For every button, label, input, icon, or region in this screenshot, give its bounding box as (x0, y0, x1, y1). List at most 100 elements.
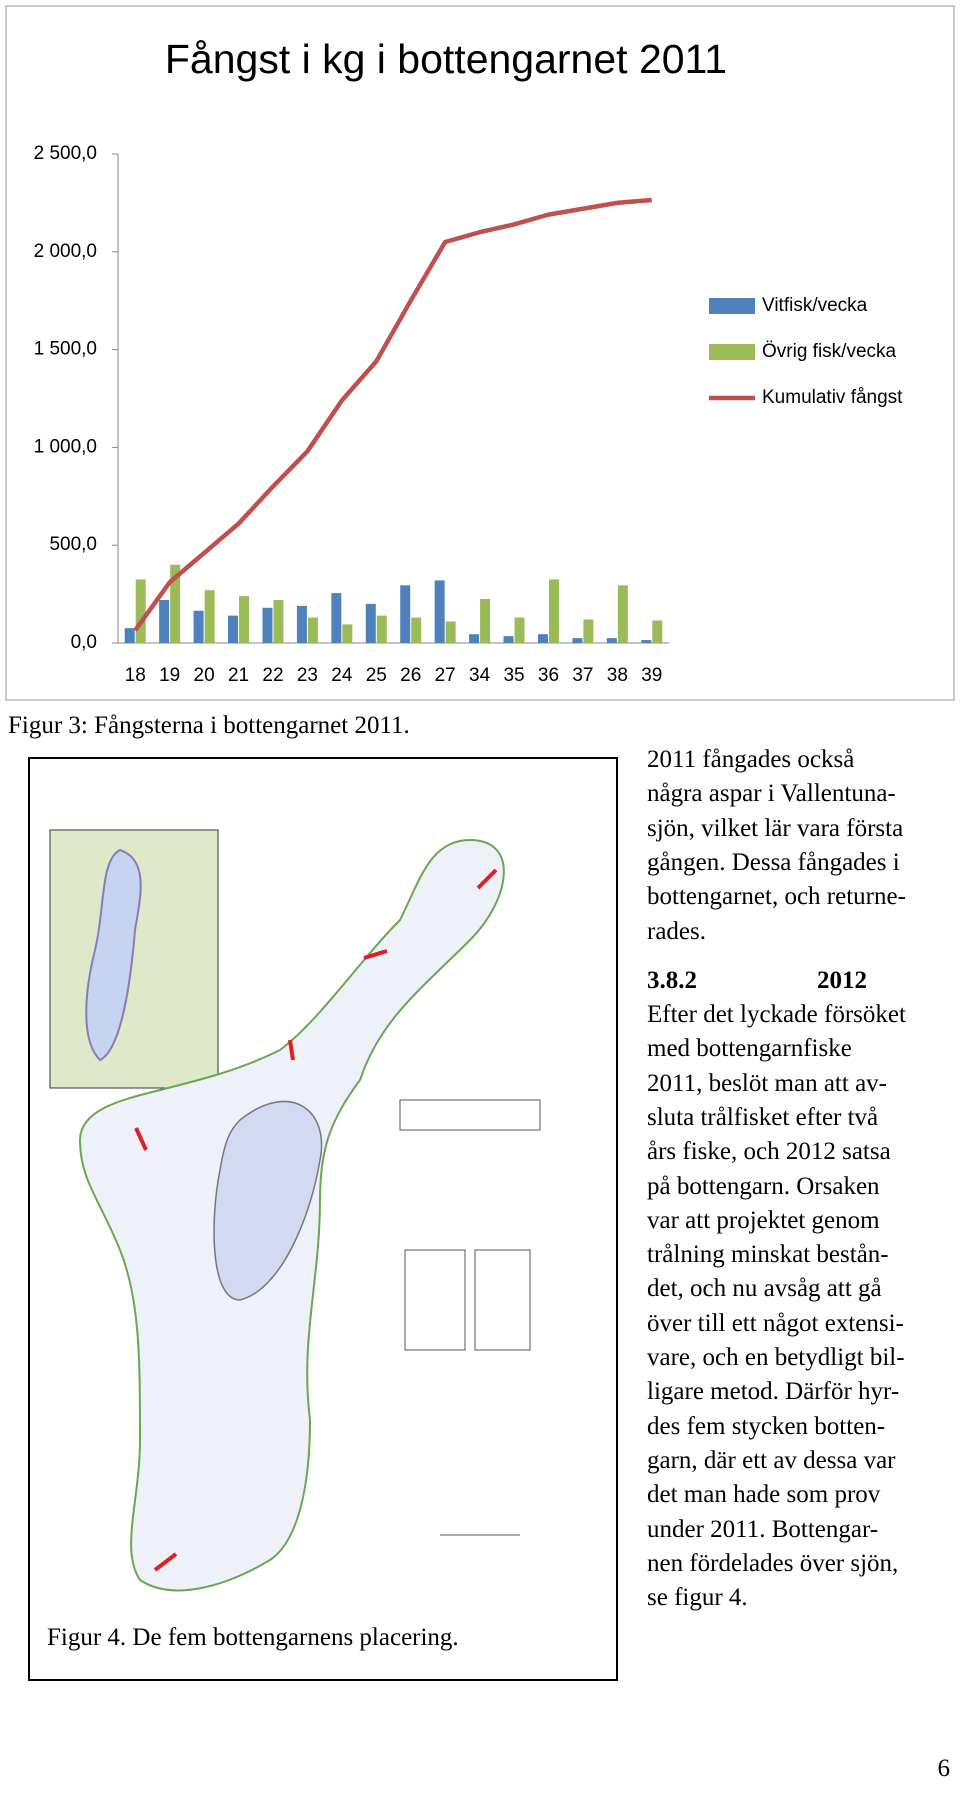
x-tick-label: 25 (366, 665, 387, 686)
legend-label: Vitfisk/vecka (762, 295, 868, 316)
bar (170, 564, 181, 643)
paragraph-line: med bottengarnfiske (647, 1035, 852, 1063)
net (363, 949, 388, 960)
paragraph-line: 2011 fångades också (647, 746, 855, 773)
x-tick-label: 24 (331, 665, 353, 686)
paragraph-line: på bottengarn. Orsaken (647, 1172, 880, 1200)
paragraph-line: rades. (647, 917, 706, 945)
bar (445, 621, 456, 643)
y-tick-label: 1 000,0 (34, 436, 97, 457)
bar (583, 619, 594, 643)
bar (307, 617, 318, 643)
y-tick-label: 1 500,0 (34, 339, 97, 360)
chart-title: Fångst i kg i bottengarnet 2011 (165, 36, 727, 82)
x-tick-label: 20 (194, 665, 215, 686)
bar (204, 590, 215, 643)
paragraph-line: Efter det lyckade försöket (647, 1001, 906, 1028)
x-tick-label: 36 (538, 665, 559, 686)
bar (124, 628, 135, 643)
paragraph-line: vare, och en betydligt bil- (647, 1344, 905, 1371)
paragraph-line: det, och nu avsåg att gå (647, 1275, 882, 1303)
bar (342, 624, 353, 643)
figure-caption: Figur 4. De fem bottengarnens placering. (47, 1624, 459, 1651)
bar (537, 634, 548, 643)
bar (606, 638, 617, 643)
x-tick-label: 37 (572, 665, 593, 686)
x-tick-label: 19 (159, 665, 180, 686)
x-tick-label: 22 (262, 665, 283, 686)
paragraph-line: det man hade som prov (647, 1481, 881, 1509)
figure-frame (28, 757, 618, 1681)
net-markers (134, 868, 498, 1572)
x-tick-label: 35 (503, 665, 524, 686)
section-number: 3.8.2 (647, 967, 697, 994)
x-tick-label: 39 (641, 665, 662, 686)
chart: Fångst i kg i bottengarnet 2011 0,0 500,0… (5, 5, 955, 701)
lake (78, 838, 505, 1592)
net (476, 868, 498, 890)
paragraph-line: gången. Dessa fångades i (647, 848, 900, 876)
y-tick-label: 0,0 (71, 632, 97, 653)
paragraph-line: års fiske, och 2012 satsa (647, 1138, 891, 1166)
paragraph-line: ligare metod. Därför hyr- (647, 1378, 900, 1406)
legend-graph (474, 1249, 531, 1351)
paragraph-line: sjön, vilket lär vara första (647, 814, 904, 842)
bar (469, 634, 480, 643)
net (134, 1127, 148, 1151)
chart-frame (5, 5, 955, 701)
paragraph-line: över till ett något extensi- (647, 1309, 904, 1337)
section-heading: 2012 (817, 967, 867, 994)
bar (239, 596, 250, 643)
bar (262, 607, 273, 643)
figure-caption: Figur 3: Fångsterna i bottengarnet 2011. (8, 712, 410, 739)
bar (376, 615, 387, 643)
bar (480, 598, 491, 643)
bar (572, 638, 583, 643)
paragraph-line: var att projektet genom (647, 1206, 880, 1234)
x-tick-label: 34 (469, 665, 491, 686)
bar (411, 617, 422, 643)
net (288, 1039, 295, 1061)
bar (159, 599, 170, 643)
x-tick-label: 38 (607, 665, 628, 686)
map-legend (399, 1099, 541, 1536)
net (153, 1552, 178, 1572)
inset-lake (85, 848, 142, 1062)
bar (331, 593, 342, 643)
paragraph-line: bottengarnet, och returne- (647, 883, 906, 911)
paragraph-line: nen fördelades över sjön, (647, 1549, 899, 1577)
y-tick-label: 500,0 (49, 534, 97, 555)
bar (514, 617, 525, 643)
x-tick-label: 21 (228, 665, 249, 686)
x-tick-label: 26 (400, 665, 421, 686)
y-tick-label: 2 000,0 (34, 241, 97, 262)
page-number: 6 (937, 1755, 951, 1782)
inset-map (49, 829, 219, 1089)
x-tick-label: 18 (125, 665, 146, 686)
paragraph-line: des fem stycken botten- (647, 1412, 886, 1440)
bar (296, 605, 307, 643)
bar (641, 640, 652, 643)
legend-swatch (709, 344, 755, 360)
legend-graph (404, 1249, 466, 1351)
x-tick-label: 23 (297, 665, 318, 686)
bar (503, 636, 514, 643)
bar (228, 615, 239, 643)
x-tick-label: 27 (435, 665, 456, 686)
paragraph-line: sluta trålfisket efter två (647, 1103, 879, 1131)
line (133, 197, 652, 632)
bar (193, 610, 204, 643)
y-tick-label: 2 500,0 (34, 143, 97, 164)
legend-label: Kumulativ fångst (762, 387, 903, 408)
paragraph-line: under 2011. Bottengar- (647, 1515, 879, 1543)
paragraph-line: 2011, beslöt man att av- (647, 1069, 887, 1097)
bar (273, 599, 284, 643)
paragraph-line: garn, där ett av dessa var (647, 1446, 896, 1474)
deep-area (213, 1100, 323, 1301)
paragraph-line: trålning minskat bestån- (647, 1241, 889, 1269)
bar (400, 585, 411, 643)
bar (617, 585, 628, 643)
legend-block (399, 1099, 541, 1131)
bar (652, 620, 663, 643)
